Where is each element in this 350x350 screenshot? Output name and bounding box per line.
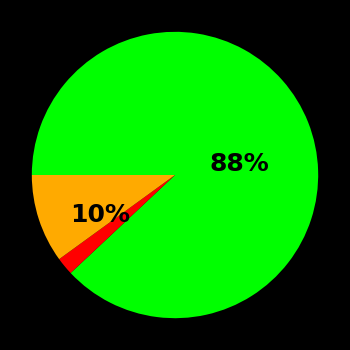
Wedge shape [59,175,175,273]
Wedge shape [32,32,318,318]
Text: 88%: 88% [210,152,269,176]
Text: 10%: 10% [71,203,131,227]
Wedge shape [32,175,175,259]
